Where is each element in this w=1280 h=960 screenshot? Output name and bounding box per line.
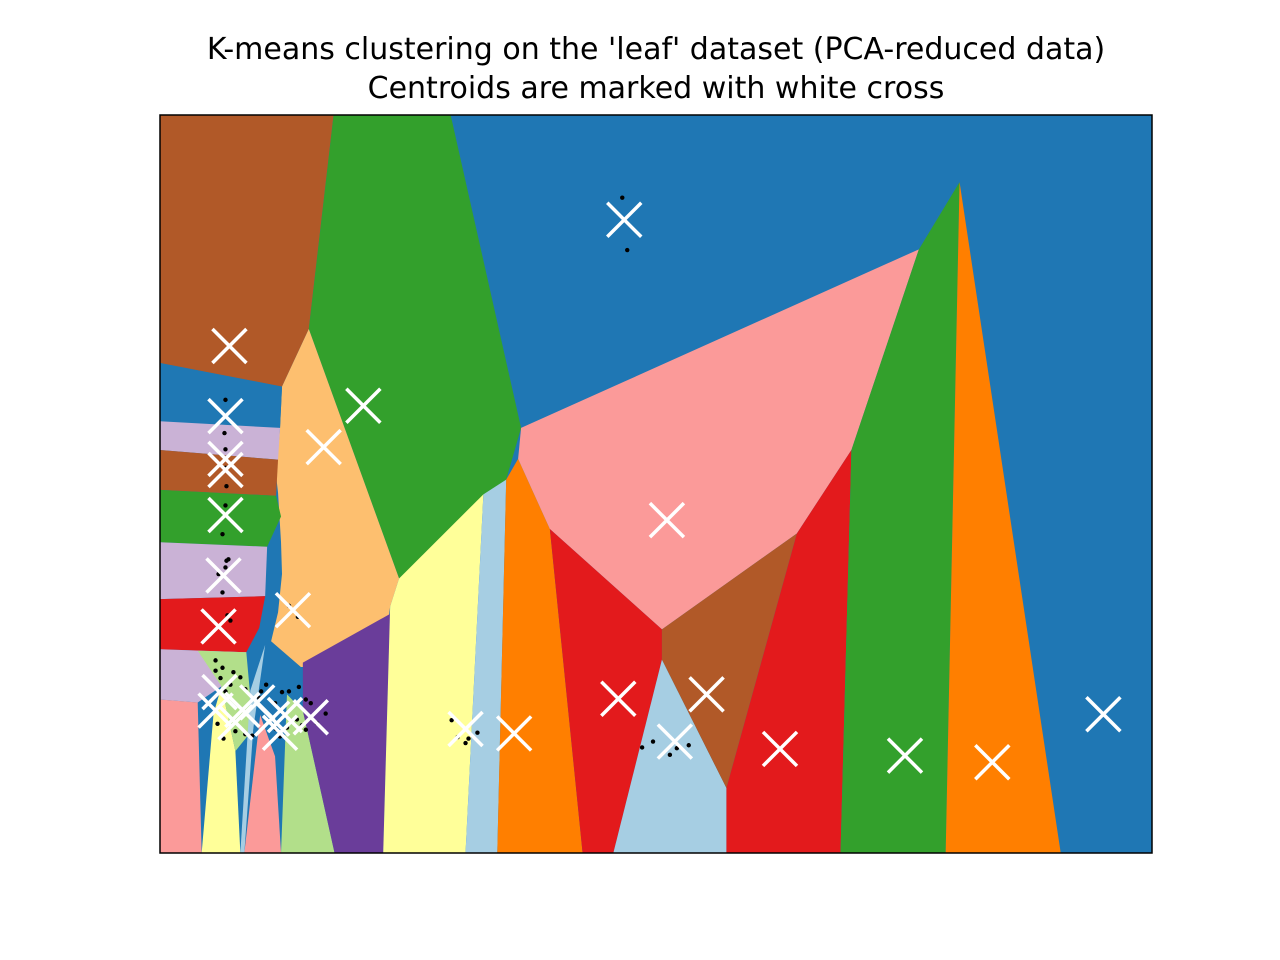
cluster-region-25	[726, 450, 852, 853]
centroid-marker	[648, 501, 686, 539]
data-point	[279, 689, 285, 695]
data-point	[223, 565, 228, 570]
cluster-region-22	[549, 529, 662, 853]
cluster-region-20	[497, 458, 583, 853]
data-point	[620, 195, 625, 200]
data-point	[238, 675, 243, 680]
centroid-marker	[447, 710, 484, 748]
cluster-region-9	[160, 596, 266, 653]
centroid-marker	[266, 696, 304, 734]
centroid-marker	[1085, 696, 1122, 733]
data-point	[323, 711, 328, 716]
cluster-region-27	[945, 182, 1061, 853]
data-point	[263, 682, 269, 687]
cluster-region-24	[661, 533, 797, 789]
centroid-marker	[305, 428, 342, 466]
centroid-marker	[207, 440, 244, 478]
centroid-marker	[761, 730, 799, 768]
data-point	[475, 730, 480, 735]
cluster-region-2	[308, 115, 522, 579]
centroid-marker	[238, 684, 276, 721]
data-point	[308, 700, 313, 706]
data-point	[228, 618, 233, 623]
centroid-marker	[600, 680, 637, 717]
data-point	[222, 430, 227, 436]
centroid-marker	[886, 737, 924, 774]
centroid-marker	[974, 743, 1011, 781]
chart-title-block: K-means clustering on the 'leaf' dataset…	[0, 30, 1280, 108]
data-point	[625, 247, 630, 253]
chart-subtitle: Centroids are marked with white cross	[367, 71, 945, 106]
data-point	[463, 740, 468, 746]
centroid-marker	[207, 496, 244, 534]
centroid-marker	[207, 451, 244, 489]
centroid-marker	[207, 397, 244, 435]
cluster-region-12	[201, 686, 241, 853]
cluster-region-8	[160, 542, 268, 600]
data-point	[213, 668, 218, 673]
chart-title: K-means clustering on the 'leaf' dataset…	[206, 32, 1106, 67]
data-point	[220, 665, 225, 670]
cluster-region-14	[240, 644, 266, 853]
data-point	[233, 729, 238, 734]
cluster-region-3	[271, 329, 400, 668]
cluster-region-15	[244, 714, 282, 853]
data-point	[224, 484, 229, 489]
data-point	[286, 689, 292, 694]
data-point	[296, 684, 302, 690]
cluster-region-18	[383, 494, 484, 853]
plot-area	[160, 115, 1152, 853]
data-point	[639, 745, 645, 750]
cluster-region-6	[160, 450, 279, 496]
centroid-marker	[688, 676, 725, 713]
data-point	[218, 675, 223, 681]
cluster-region-26	[840, 182, 960, 853]
centroid-marker	[274, 591, 312, 629]
centroid-marker	[495, 715, 533, 752]
data-point	[213, 658, 218, 663]
data-point	[686, 743, 691, 748]
cluster-region-17	[302, 613, 391, 853]
data-point	[303, 727, 309, 732]
centroid-marker	[211, 327, 248, 365]
cluster-region-19	[465, 479, 507, 853]
centroid-marker	[345, 387, 382, 425]
data-point	[223, 503, 228, 508]
data-point	[650, 739, 656, 744]
data-point	[223, 447, 228, 452]
centroid-marker	[205, 557, 242, 594]
data-point	[215, 721, 220, 727]
centroid-marker	[606, 201, 643, 239]
plot-frame	[159, 114, 1153, 854]
data-point	[303, 697, 309, 702]
centroid-marker	[201, 673, 238, 711]
data-point	[466, 736, 471, 741]
data-point	[667, 752, 673, 758]
data-point	[223, 397, 228, 403]
data-point	[220, 590, 225, 595]
data-point	[258, 689, 264, 694]
cluster-region-4	[160, 362, 283, 428]
data-point	[231, 669, 236, 675]
cluster-region-5	[160, 421, 281, 460]
data-point	[449, 717, 454, 723]
cluster-region-21	[518, 249, 919, 630]
data-point	[220, 531, 225, 537]
data-point	[226, 557, 231, 562]
cluster-region-11	[160, 699, 202, 853]
centroid-marker	[200, 608, 237, 645]
cluster-region-1	[160, 115, 334, 387]
centroid-marker	[656, 723, 694, 760]
